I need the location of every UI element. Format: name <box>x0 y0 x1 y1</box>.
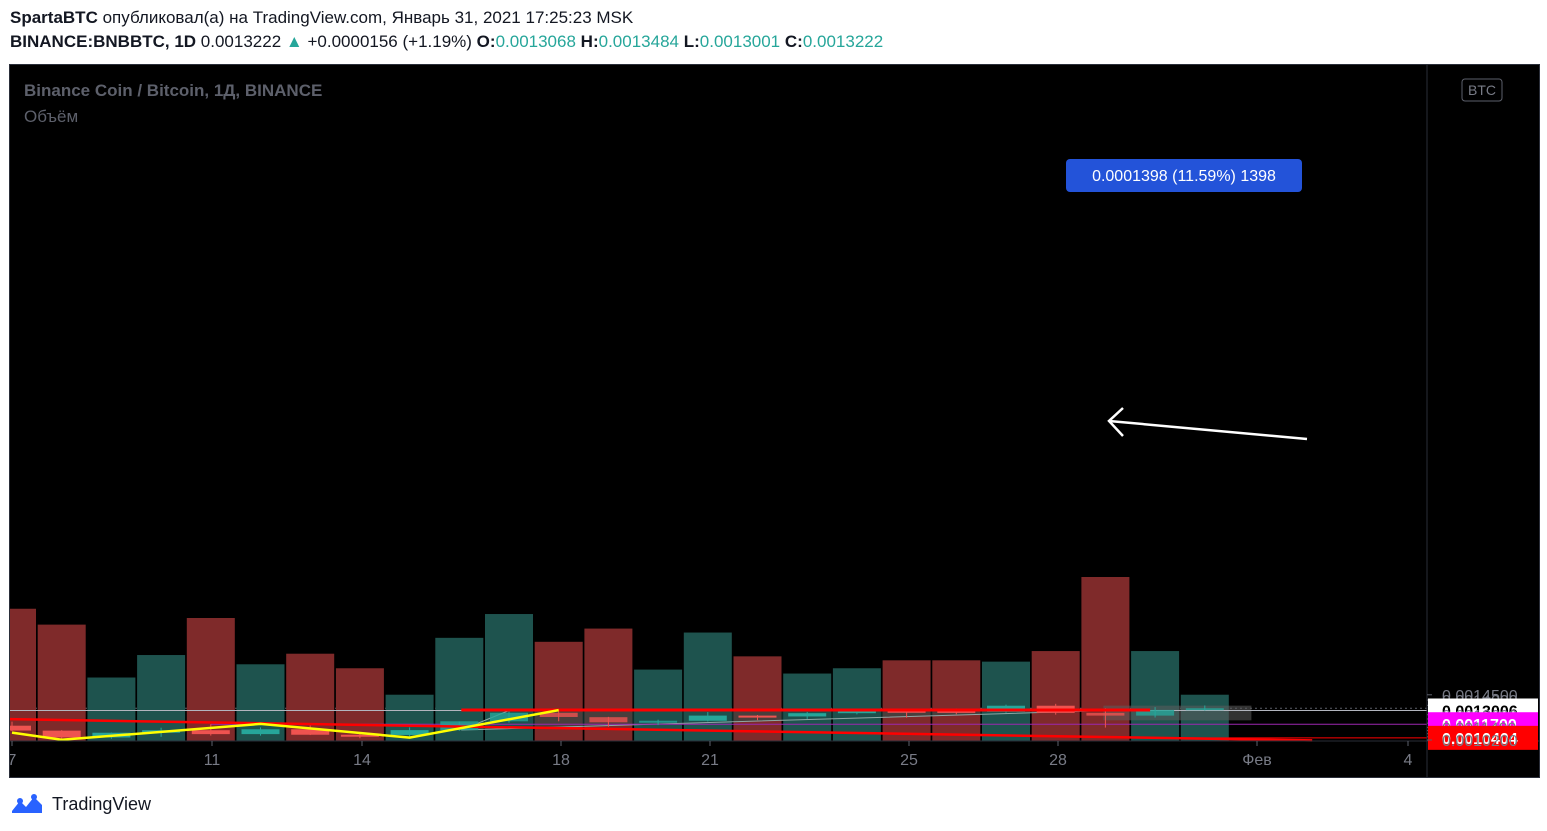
volume-bar <box>733 656 782 741</box>
candle-body <box>42 730 81 738</box>
last-price: 0.0013222 <box>200 32 282 51</box>
arrow-icon <box>1107 407 1124 437</box>
price-label-value: 0.0010404 <box>1442 731 1518 748</box>
chart-canvas[interactable]: 0.0001398 (11.59%) 13980.00145000.001400… <box>10 65 1539 777</box>
publish-line: SpartaBTC опубликовал(а) на TradingView.… <box>10 6 1537 30</box>
volume-bar <box>932 660 981 741</box>
volume-bar <box>1031 651 1080 741</box>
close-value: 0.0013222 <box>802 32 884 51</box>
candle-body <box>191 730 230 735</box>
candle-body <box>688 715 727 721</box>
volume-bar <box>783 673 832 741</box>
volume-bar <box>186 618 235 741</box>
close-key: C: <box>784 32 803 51</box>
time-tick-label: 21 <box>701 752 719 769</box>
symbol-label: BINANCE:BNBBTC, 1D <box>10 32 197 51</box>
volume-bar <box>1131 651 1180 741</box>
time-tick-label: 11 <box>204 752 221 769</box>
chart-header: SpartaBTC опубликовал(а) на TradingView.… <box>10 6 1537 54</box>
time-tick-label: 25 <box>900 752 918 769</box>
candle-body <box>490 712 528 722</box>
tradingview-logo-icon[interactable] <box>10 793 44 815</box>
published-text: опубликовал(а) на TradingView.com, Январ… <box>102 8 634 27</box>
volume-bar <box>335 668 384 741</box>
volume-bar <box>87 677 136 741</box>
downtrend-line <box>10 717 1313 742</box>
volume-bar <box>832 668 881 741</box>
volume-bar <box>10 608 36 741</box>
volume-bar <box>982 661 1030 741</box>
measure-box <box>1103 705 1252 721</box>
candle-body <box>10 725 31 731</box>
currency-badge-text: BTC <box>1468 82 1496 98</box>
currency-badge <box>1461 78 1503 102</box>
candle-body <box>589 717 628 723</box>
low-value: 0.0013001 <box>699 32 781 51</box>
candle-body <box>788 713 827 717</box>
zigzag-line <box>11 708 559 742</box>
time-tick-label: 7 <box>10 752 17 769</box>
symbol-title: Binance Coin / Bitcoin, 1Д, BINANCE <box>24 81 323 100</box>
volume-bar <box>683 632 732 741</box>
time-tick-label: 4 <box>1404 752 1413 769</box>
candle-body <box>837 710 876 714</box>
high-key: H: <box>580 32 599 51</box>
volume-bar <box>137 655 186 741</box>
time-tick-label: Фев <box>1242 752 1272 769</box>
open-key: O: <box>476 32 496 51</box>
candle-body <box>1086 712 1125 716</box>
time-tick-label: 14 <box>353 752 371 769</box>
volume-bar <box>882 660 931 741</box>
author-name[interactable]: SpartaBTC <box>10 8 98 27</box>
candle-body <box>1136 709 1175 716</box>
price-tick-label: 0.0010200 <box>1442 733 1518 750</box>
candle-body <box>340 734 379 737</box>
ohlc-line: BINANCE:BNBBTC, 1D 0.0013222 ▲ +0.000015… <box>10 30 1537 54</box>
candle-body <box>639 720 678 723</box>
measure-label-bg <box>1066 159 1302 192</box>
candle-body <box>539 712 578 717</box>
chart-pane[interactable]: 0.0001398 (11.59%) 13980.00145000.001400… <box>9 64 1540 778</box>
time-tick-label: 28 <box>1049 752 1067 769</box>
volume-title[interactable]: Объём <box>24 107 79 126</box>
candle-body <box>1185 708 1224 711</box>
candle-body <box>937 710 976 713</box>
candle-body <box>887 710 926 713</box>
volume-bar <box>37 624 86 741</box>
candle-body <box>241 729 280 735</box>
candle-body <box>738 715 777 718</box>
arrow-shaft <box>1108 419 1308 441</box>
candle-body <box>291 729 330 735</box>
up-triangle-icon: ▲ <box>285 32 303 51</box>
tradingview-brand[interactable]: TradingView <box>52 793 152 814</box>
price-label-badge <box>1428 725 1538 750</box>
high-value: 0.0013484 <box>598 32 679 51</box>
open-value: 0.0013068 <box>495 32 576 51</box>
time-tick-label: 18 <box>552 752 570 769</box>
candle-body <box>390 730 429 735</box>
price-change: +0.0000156 (+1.19%) <box>307 32 472 51</box>
measure-label: 0.0001398 (11.59%) 1398 <box>1092 168 1276 185</box>
low-key: L: <box>683 32 700 51</box>
footer: TradingView <box>10 791 151 817</box>
